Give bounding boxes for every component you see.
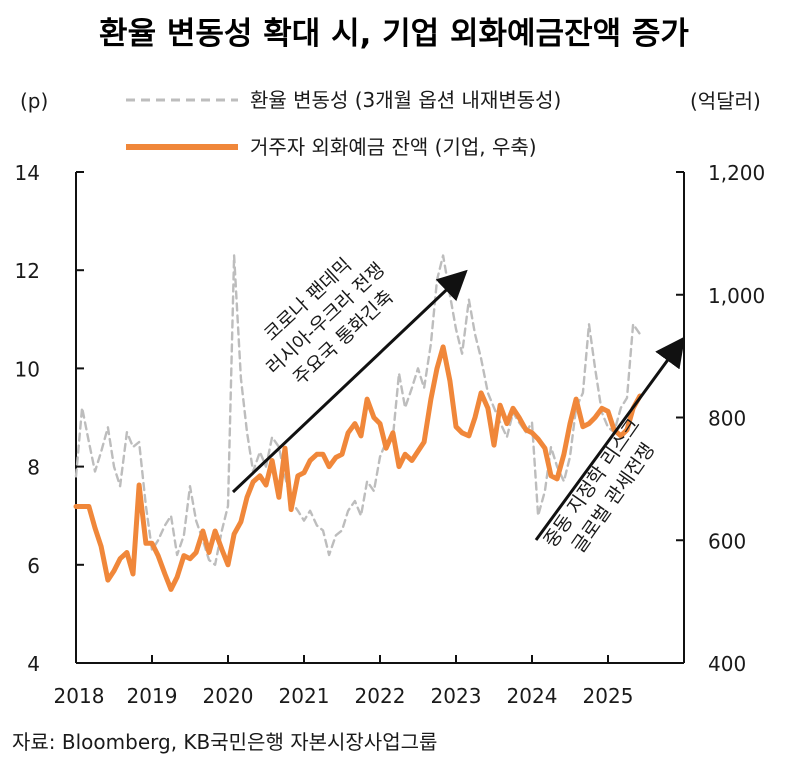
x-tick-label: 2022 (355, 684, 406, 708)
y-right-tick-label: 400 (708, 652, 746, 676)
y-left-axis-label: (p) (20, 89, 48, 113)
y-left-tick-label: 10 (15, 357, 40, 381)
annotation-arrow-1 (231, 269, 468, 494)
y-right-axis-label: (억달러) (690, 89, 761, 113)
legend: 환율 변동성 (3개월 옵션 내재변동성) 거주자 외화예금 잔액 (기업, 우… (126, 88, 561, 159)
legend-label-volatility: 환율 변동성 (3개월 옵션 내재변동성) (250, 88, 561, 112)
y-left-tick-label: 12 (15, 259, 40, 283)
x-tick-label: 2025 (583, 684, 634, 708)
x-tick-label: 2024 (507, 684, 558, 708)
y-left-tick-label: 8 (27, 456, 40, 480)
y-left-tick-label: 6 (27, 554, 40, 578)
y-right-tick-label: 800 (708, 407, 746, 431)
x-tick-label: 2020 (203, 684, 254, 708)
series-line-deposits (73, 344, 643, 592)
source-note: 자료: Bloomberg, KB국민은행 자본시장사업그룹 (12, 730, 437, 754)
series-line-volatility (74, 254, 642, 566)
x-tick-label: 2019 (127, 684, 178, 708)
x-tick-label: 2021 (279, 684, 330, 708)
y-left-tick-label: 14 (15, 161, 40, 185)
y-right-tick-label: 600 (708, 529, 746, 553)
y-right-tick-label: 1,000 (708, 284, 765, 308)
annotation-arrow-2 (534, 336, 686, 541)
legend-label-deposits: 거주자 외화예금 잔액 (기업, 우축) (250, 135, 537, 159)
x-tick-label: 2023 (431, 684, 482, 708)
y-left-tick-label: 4 (27, 652, 40, 676)
y-right-tick-label: 1,200 (708, 161, 765, 185)
x-tick-label: 2018 (54, 684, 105, 708)
chart-title: 환율 변동성 확대 시, 기업 외화예금잔액 증가 (99, 16, 689, 52)
